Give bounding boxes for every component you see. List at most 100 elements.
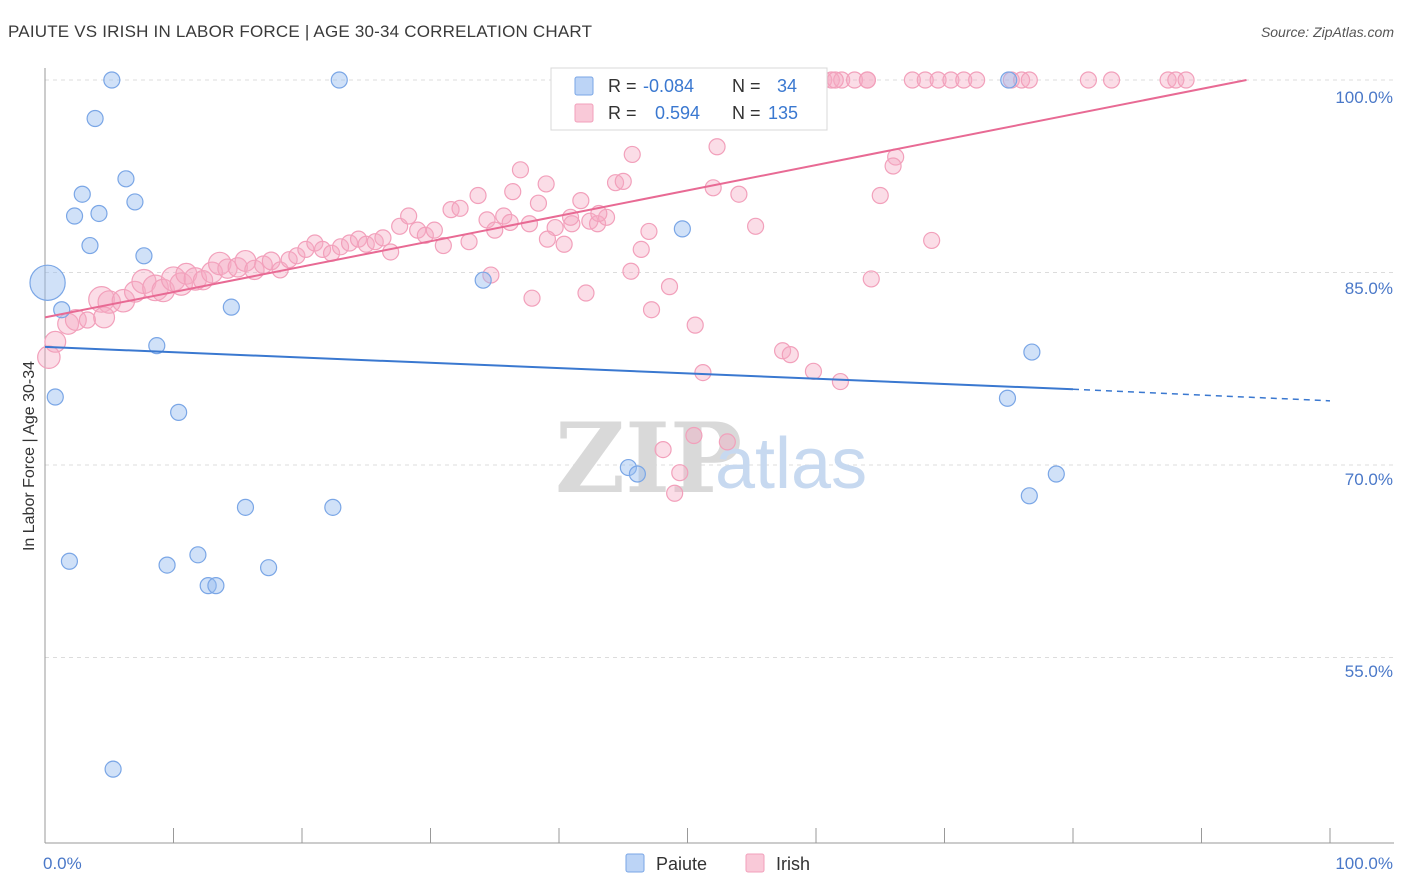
stats-r-label-paiute: R = — [608, 76, 637, 96]
irish-point — [968, 71, 986, 89]
irish-point — [671, 464, 689, 482]
trend-lines — [44, 79, 1331, 402]
paiute-point — [207, 577, 225, 595]
irish-point — [694, 364, 712, 382]
irish-point — [642, 301, 661, 319]
irish-point — [622, 262, 640, 280]
legend-label-irish: Irish — [776, 854, 810, 874]
paiute-point — [46, 388, 64, 406]
irish-point — [183, 267, 208, 291]
irish-point — [632, 240, 650, 258]
legend-label-paiute: Paiute — [656, 854, 707, 874]
irish-point — [313, 240, 332, 258]
irish-point — [708, 138, 726, 156]
legend-swatch-irish — [745, 853, 765, 873]
irish-point — [511, 161, 530, 179]
irish-point — [400, 207, 418, 225]
irish-point — [297, 240, 315, 258]
y-tick-label: 85.0% — [1345, 279, 1393, 298]
irish-trend-line — [44, 79, 1247, 319]
paiute-point — [90, 204, 108, 223]
stats-r-label-irish: R = — [608, 103, 637, 123]
irish-point — [374, 229, 392, 247]
irish-point — [685, 426, 703, 445]
paiute-point — [81, 236, 99, 255]
paiute-point — [86, 109, 104, 128]
paiute-point — [628, 465, 646, 483]
irish-point — [862, 270, 880, 288]
irish-point — [382, 243, 400, 261]
irish-point — [280, 251, 298, 269]
axes — [44, 68, 1394, 844]
paiute-trend-extension — [1072, 388, 1331, 402]
paiute-points — [29, 71, 1065, 778]
irish-point — [1079, 71, 1098, 89]
irish-point — [537, 175, 555, 193]
paiute-point — [117, 170, 135, 188]
chart-title: PAIUTE VS IRISH IN LABOR FORCE | AGE 30-… — [8, 22, 593, 41]
irish-point — [217, 258, 238, 279]
stats-swatch-paiute — [574, 76, 594, 96]
irish-point — [831, 372, 850, 391]
paiute-point — [330, 71, 348, 89]
irish-point — [781, 346, 799, 364]
irish-point — [623, 145, 641, 164]
irish-point — [469, 186, 487, 205]
paiute-point — [1000, 71, 1018, 89]
stats-legend-frame — [550, 67, 828, 131]
irish-point — [929, 71, 947, 89]
irish-point — [804, 362, 823, 380]
irish-point — [871, 186, 889, 205]
paiute-point — [158, 556, 176, 574]
paiute-point — [324, 498, 342, 516]
paiute-point — [236, 498, 255, 516]
irish-point — [1177, 71, 1195, 89]
paiute-trend-line — [44, 345, 1074, 391]
irish-point — [563, 215, 581, 233]
watermark-atlas: atlas — [715, 424, 867, 504]
irish-point — [773, 342, 792, 360]
y-tick-label: 100.0% — [1335, 88, 1393, 107]
y-tick-label: 70.0% — [1345, 470, 1393, 489]
irish-point — [614, 172, 632, 190]
irish-point — [425, 221, 443, 239]
paiute-point — [126, 193, 144, 211]
paiute-point — [60, 552, 79, 570]
stats-r-value-paiute: -0.084 — [643, 76, 694, 96]
irish-point — [884, 157, 902, 175]
irish-point — [577, 284, 595, 302]
paiute-point — [259, 559, 278, 577]
irish-point — [434, 236, 452, 255]
irish-point — [201, 261, 224, 284]
legend-swatch-paiute — [625, 853, 645, 873]
irish-point — [460, 233, 478, 251]
irish-points — [37, 71, 1195, 502]
irish-point — [597, 208, 616, 226]
irish-point — [44, 330, 67, 353]
irish-point — [858, 71, 877, 89]
stats-n-label-paiute: N = — [732, 76, 761, 96]
irish-point — [261, 251, 281, 271]
paiute-point — [673, 220, 691, 238]
stats-legend: R = -0.084 N = 34 R = 0.594 N = 135 — [550, 67, 828, 131]
stats-r-value-irish: 0.594 — [655, 103, 700, 123]
irish-point — [451, 199, 469, 217]
source-credit: Source: ZipAtlas.com — [1260, 24, 1394, 40]
irish-point — [288, 247, 306, 265]
irish-point — [747, 217, 765, 235]
irish-point — [529, 194, 548, 212]
paiute-point — [104, 760, 122, 778]
gridlines — [45, 79, 1394, 658]
irish-point — [704, 179, 722, 197]
irish-point — [123, 280, 146, 303]
irish-point — [501, 213, 519, 232]
paiute-point — [103, 71, 121, 89]
y-axis-label: In Labor Force | Age 30-34 — [21, 361, 38, 551]
irish-point — [340, 234, 359, 252]
irish-point — [730, 185, 748, 203]
paiute-point — [170, 403, 188, 421]
irish-point — [1020, 71, 1038, 89]
paiute-point — [222, 298, 240, 316]
irish-point — [826, 71, 844, 89]
